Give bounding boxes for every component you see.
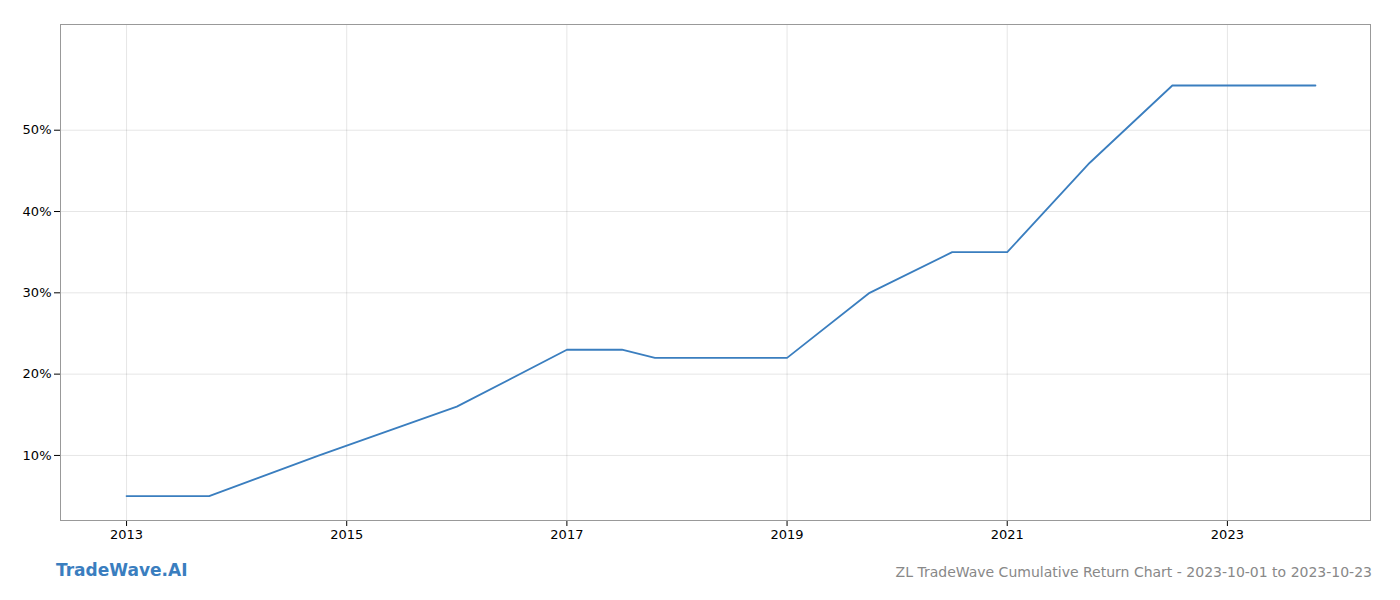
svg-text:50%: 50% [23, 122, 52, 137]
svg-text:30%: 30% [23, 285, 52, 300]
html-text:ZL TradeWave Cumulative Return: ZL TradeWave Cumulative Return Chart - 2… [895, 564, 1372, 580]
svg-text:2013: 2013 [110, 527, 143, 542]
svg-text:2019: 2019 [771, 527, 804, 542]
svg-text:2021: 2021 [991, 527, 1024, 542]
svg-text:2015: 2015 [330, 527, 363, 542]
svg-text:2017: 2017 [550, 527, 583, 542]
svg-text:10%: 10% [23, 448, 52, 463]
svg-text:2023: 2023 [1211, 527, 1244, 542]
svg-text:40%: 40% [23, 204, 52, 219]
html-text:TradeWave.AI: TradeWave.AI [56, 560, 188, 580]
svg-text:20%: 20% [23, 366, 52, 381]
